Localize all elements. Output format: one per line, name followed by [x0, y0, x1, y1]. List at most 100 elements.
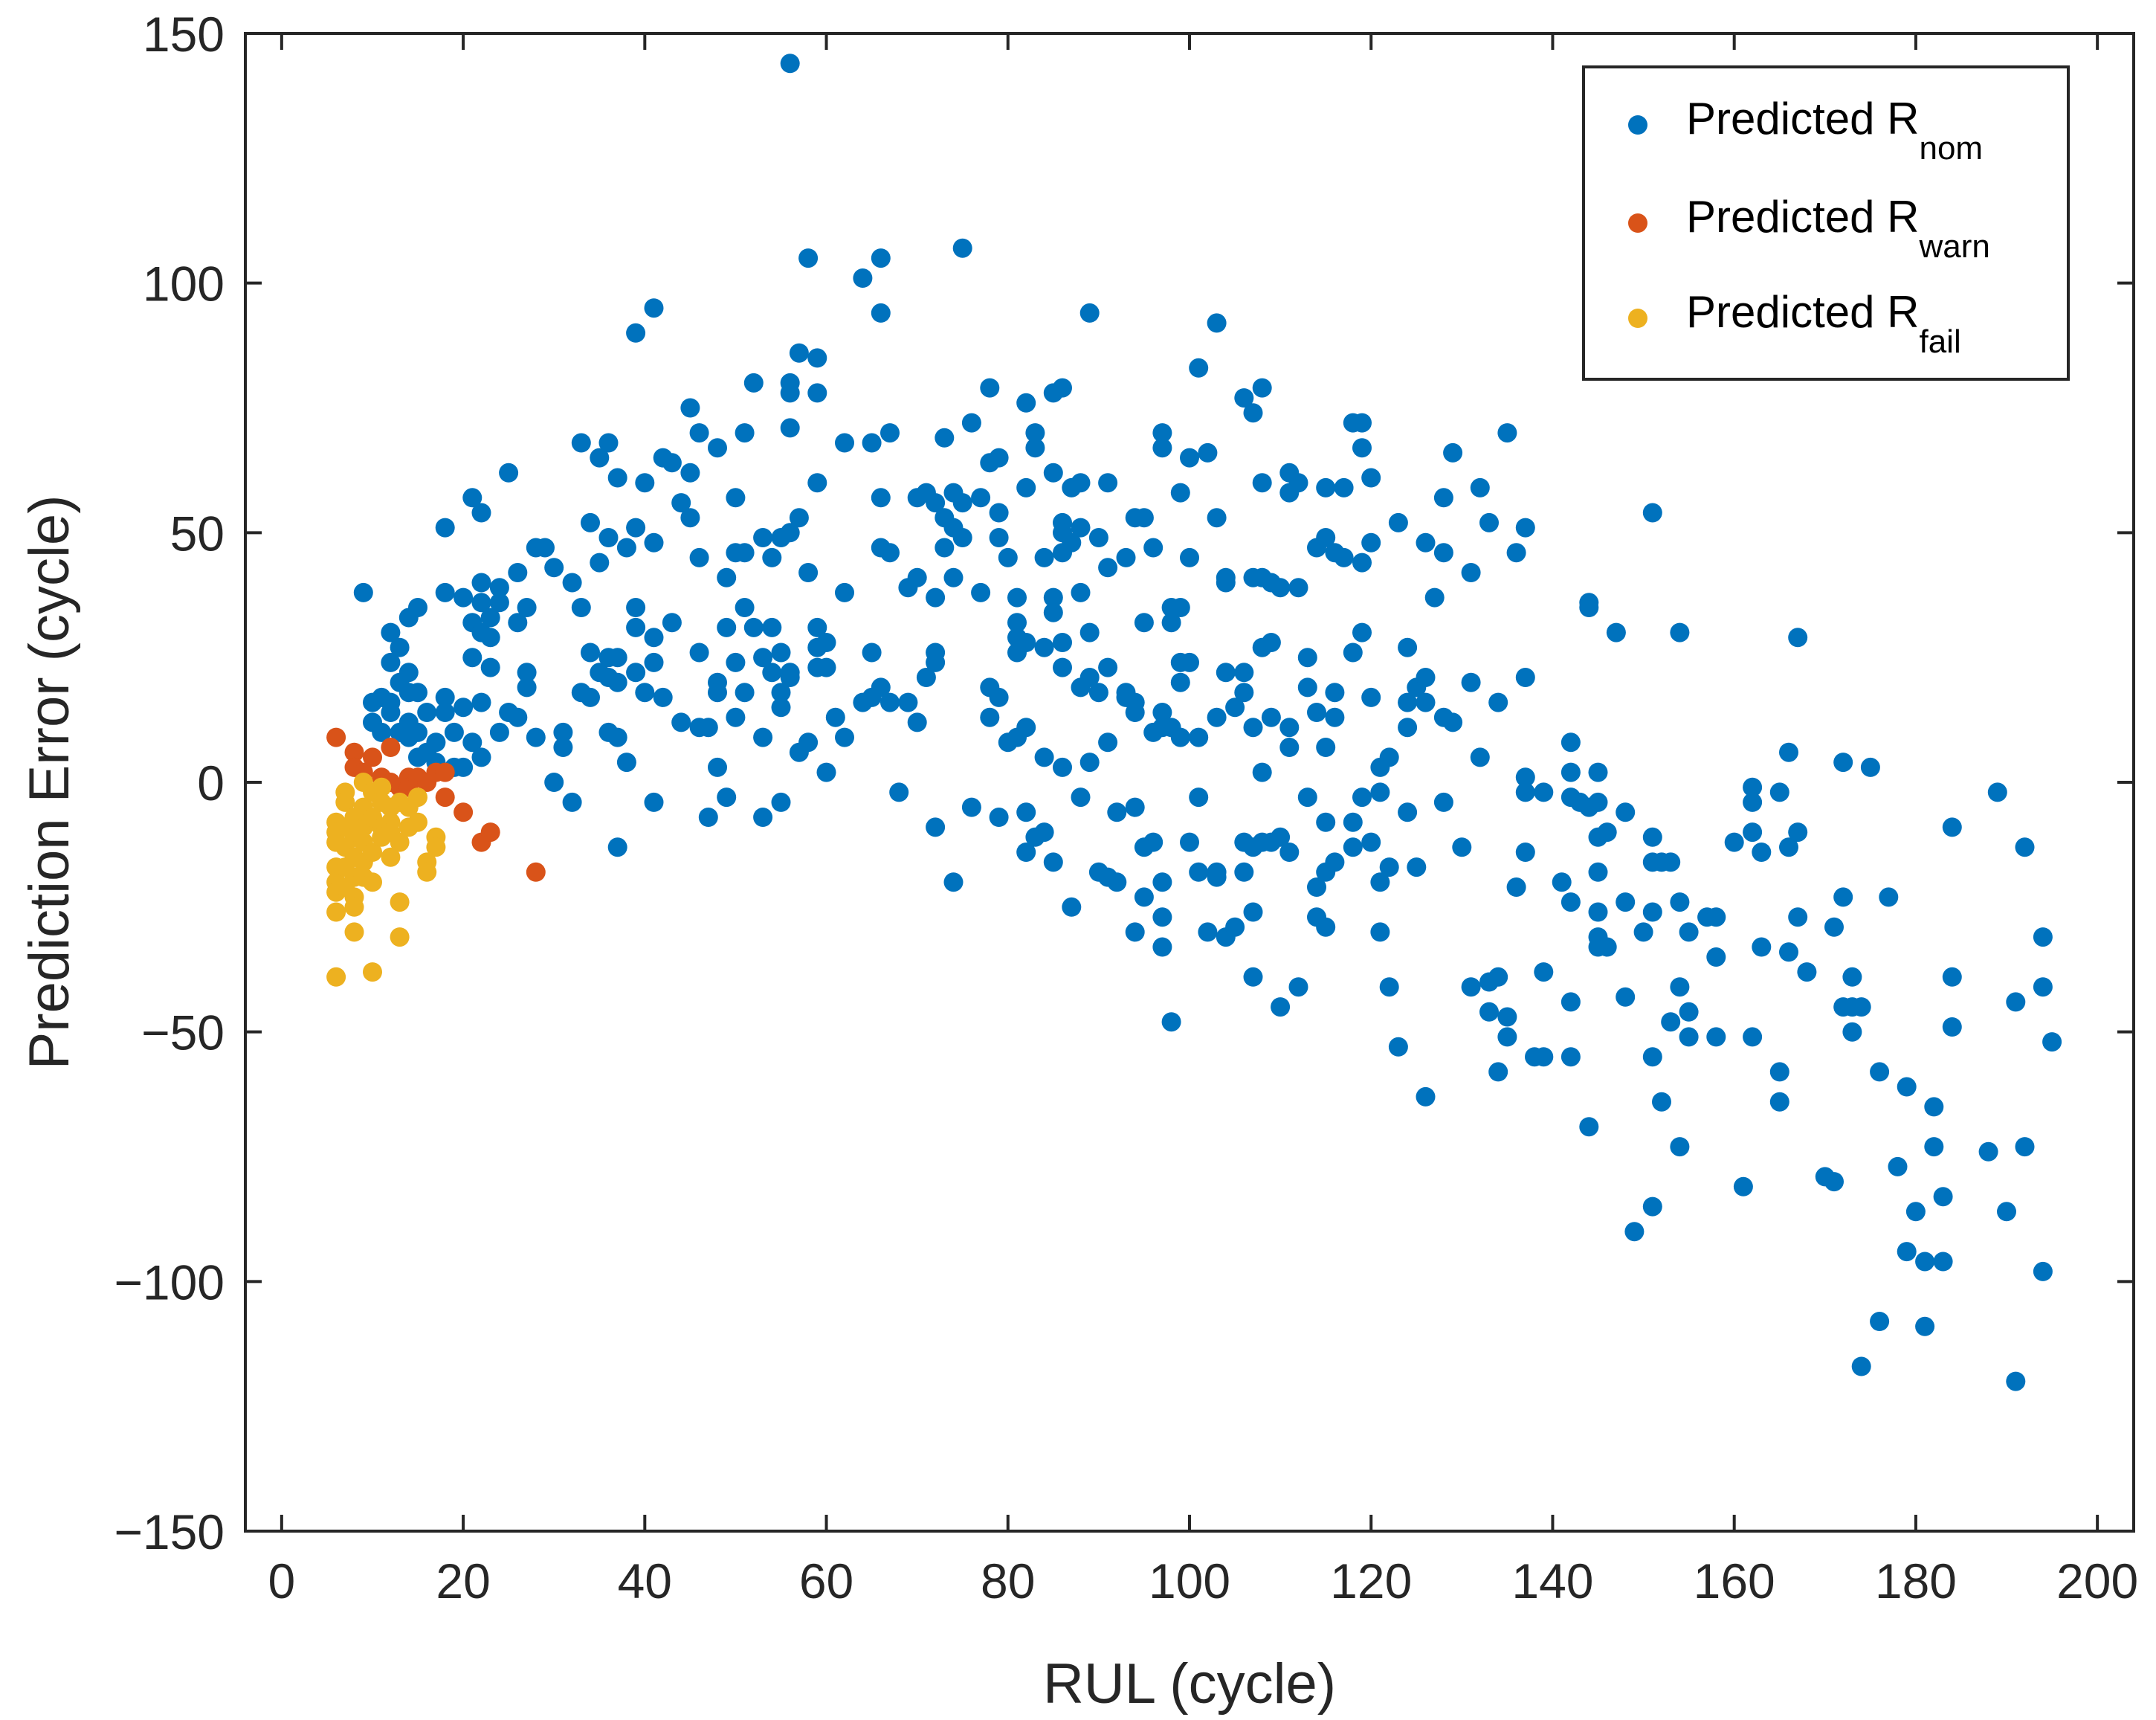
data-point-nom: [1161, 613, 1181, 633]
data-point-nom: [1053, 657, 1072, 677]
data-point-nom: [1870, 1062, 1890, 1082]
data-point-nom: [1633, 922, 1653, 942]
data-point-nom: [989, 448, 1009, 468]
data-point-warn: [363, 747, 382, 767]
data-point-nom: [1062, 897, 1082, 917]
data-point-nom: [1325, 852, 1345, 872]
data-point-nom: [1388, 512, 1408, 532]
data-point-nom: [2006, 1371, 2026, 1391]
data-point-nom: [435, 687, 455, 707]
data-point-fail: [326, 902, 346, 922]
data-point-nom: [1271, 827, 1291, 847]
data-point-nom: [1034, 547, 1054, 567]
data-point-nom: [680, 463, 700, 483]
data-point-nom: [789, 343, 809, 363]
data-point-nom: [1433, 792, 1453, 812]
data-point-nom: [762, 617, 782, 637]
data-point-nom: [835, 582, 854, 602]
x-axis-label: RUL (cycle): [1043, 1652, 1336, 1716]
data-point-nom: [1243, 403, 1263, 423]
data-point-nom: [1098, 473, 1118, 493]
data-point-nom: [1343, 642, 1363, 663]
data-point-nom: [1779, 942, 1798, 962]
data-point-nom: [471, 573, 491, 593]
data-point-nom: [762, 547, 782, 567]
data-point-nom: [1016, 477, 1036, 497]
data-point-nom: [1788, 907, 1808, 927]
data-point-nom: [1488, 967, 1508, 987]
data-point-nom: [1207, 867, 1227, 887]
data-point-nom: [571, 433, 591, 453]
data-point-nom: [1079, 622, 1100, 642]
data-point-nom: [989, 503, 1009, 523]
data-point-nom: [1216, 663, 1236, 683]
data-point-nom: [816, 657, 836, 677]
series-fail: [326, 773, 446, 987]
data-point-nom: [2033, 977, 2053, 997]
data-point-nom: [998, 547, 1018, 567]
data-point-nom: [581, 687, 600, 707]
data-point-nom: [1769, 1062, 1789, 1082]
data-point-nom: [1043, 463, 1063, 483]
data-point-nom: [616, 538, 636, 558]
data-point-nom: [1234, 663, 1254, 683]
data-point-nom: [717, 787, 737, 808]
legend-box: [1582, 65, 2070, 381]
data-point-nom: [771, 642, 791, 663]
data-point-nom: [1071, 473, 1091, 493]
data-point-nom: [644, 298, 664, 318]
data-point-nom: [1316, 917, 1336, 937]
data-point-nom: [717, 567, 737, 587]
data-point-nom: [1189, 727, 1209, 747]
data-point-nom: [1053, 757, 1072, 777]
data-point-nom: [1352, 413, 1372, 433]
data-point-nom: [1924, 1097, 1944, 1117]
data-point-nom: [1552, 872, 1572, 892]
data-point-nom: [1606, 622, 1626, 642]
data-point-nom: [1724, 832, 1744, 852]
data-point-nom: [1288, 977, 1308, 997]
data-point-nom: [1560, 1047, 1581, 1067]
data-point-nom: [798, 248, 819, 268]
data-point-nom: [1062, 532, 1082, 553]
data-point-warn: [381, 738, 401, 757]
data-point-nom: [2006, 992, 2026, 1012]
data-point-nom: [489, 722, 509, 742]
data-point-nom: [626, 617, 646, 637]
data-point-nom: [635, 683, 655, 703]
data-point-nom: [1597, 822, 1617, 843]
data-point-nom: [1743, 777, 1763, 797]
data-point-nom: [753, 528, 773, 547]
data-point-nom: [1416, 1086, 1436, 1107]
data-point-nom: [1679, 1027, 1699, 1047]
data-point-nom: [1752, 843, 1772, 862]
data-point-nom: [1915, 1252, 1935, 1272]
data-point-nom: [889, 782, 909, 802]
data-point-nom: [816, 633, 836, 652]
data-point-nom: [1107, 802, 1127, 822]
data-point-nom: [590, 448, 610, 468]
data-point-nom: [735, 598, 755, 617]
data-point-nom: [1152, 872, 1172, 892]
data-point-fail: [363, 962, 382, 982]
data-point-nom: [1743, 822, 1763, 843]
data-point-nom: [1588, 902, 1608, 922]
data-point-nom: [1034, 747, 1054, 767]
data-point-nom: [1161, 1012, 1181, 1032]
data-point-nom: [1107, 872, 1127, 892]
data-point-nom: [1152, 937, 1172, 957]
data-point-nom: [616, 753, 636, 773]
data-point-nom: [1506, 877, 1526, 897]
data-point-nom: [1515, 782, 1535, 802]
data-point-nom: [735, 683, 755, 703]
data-point-nom: [1152, 438, 1172, 458]
data-point-fail: [381, 847, 401, 867]
data-point-nom: [581, 512, 600, 532]
data-point-nom: [1905, 1202, 1926, 1222]
x-tick-labels: 0 20 40 60 80 100 120 140 160 180 200: [268, 1553, 2138, 1608]
data-point-nom: [717, 617, 737, 637]
data-point-nom: [517, 598, 537, 617]
data-point-nom: [462, 732, 482, 753]
data-point-nom: [1170, 598, 1190, 617]
